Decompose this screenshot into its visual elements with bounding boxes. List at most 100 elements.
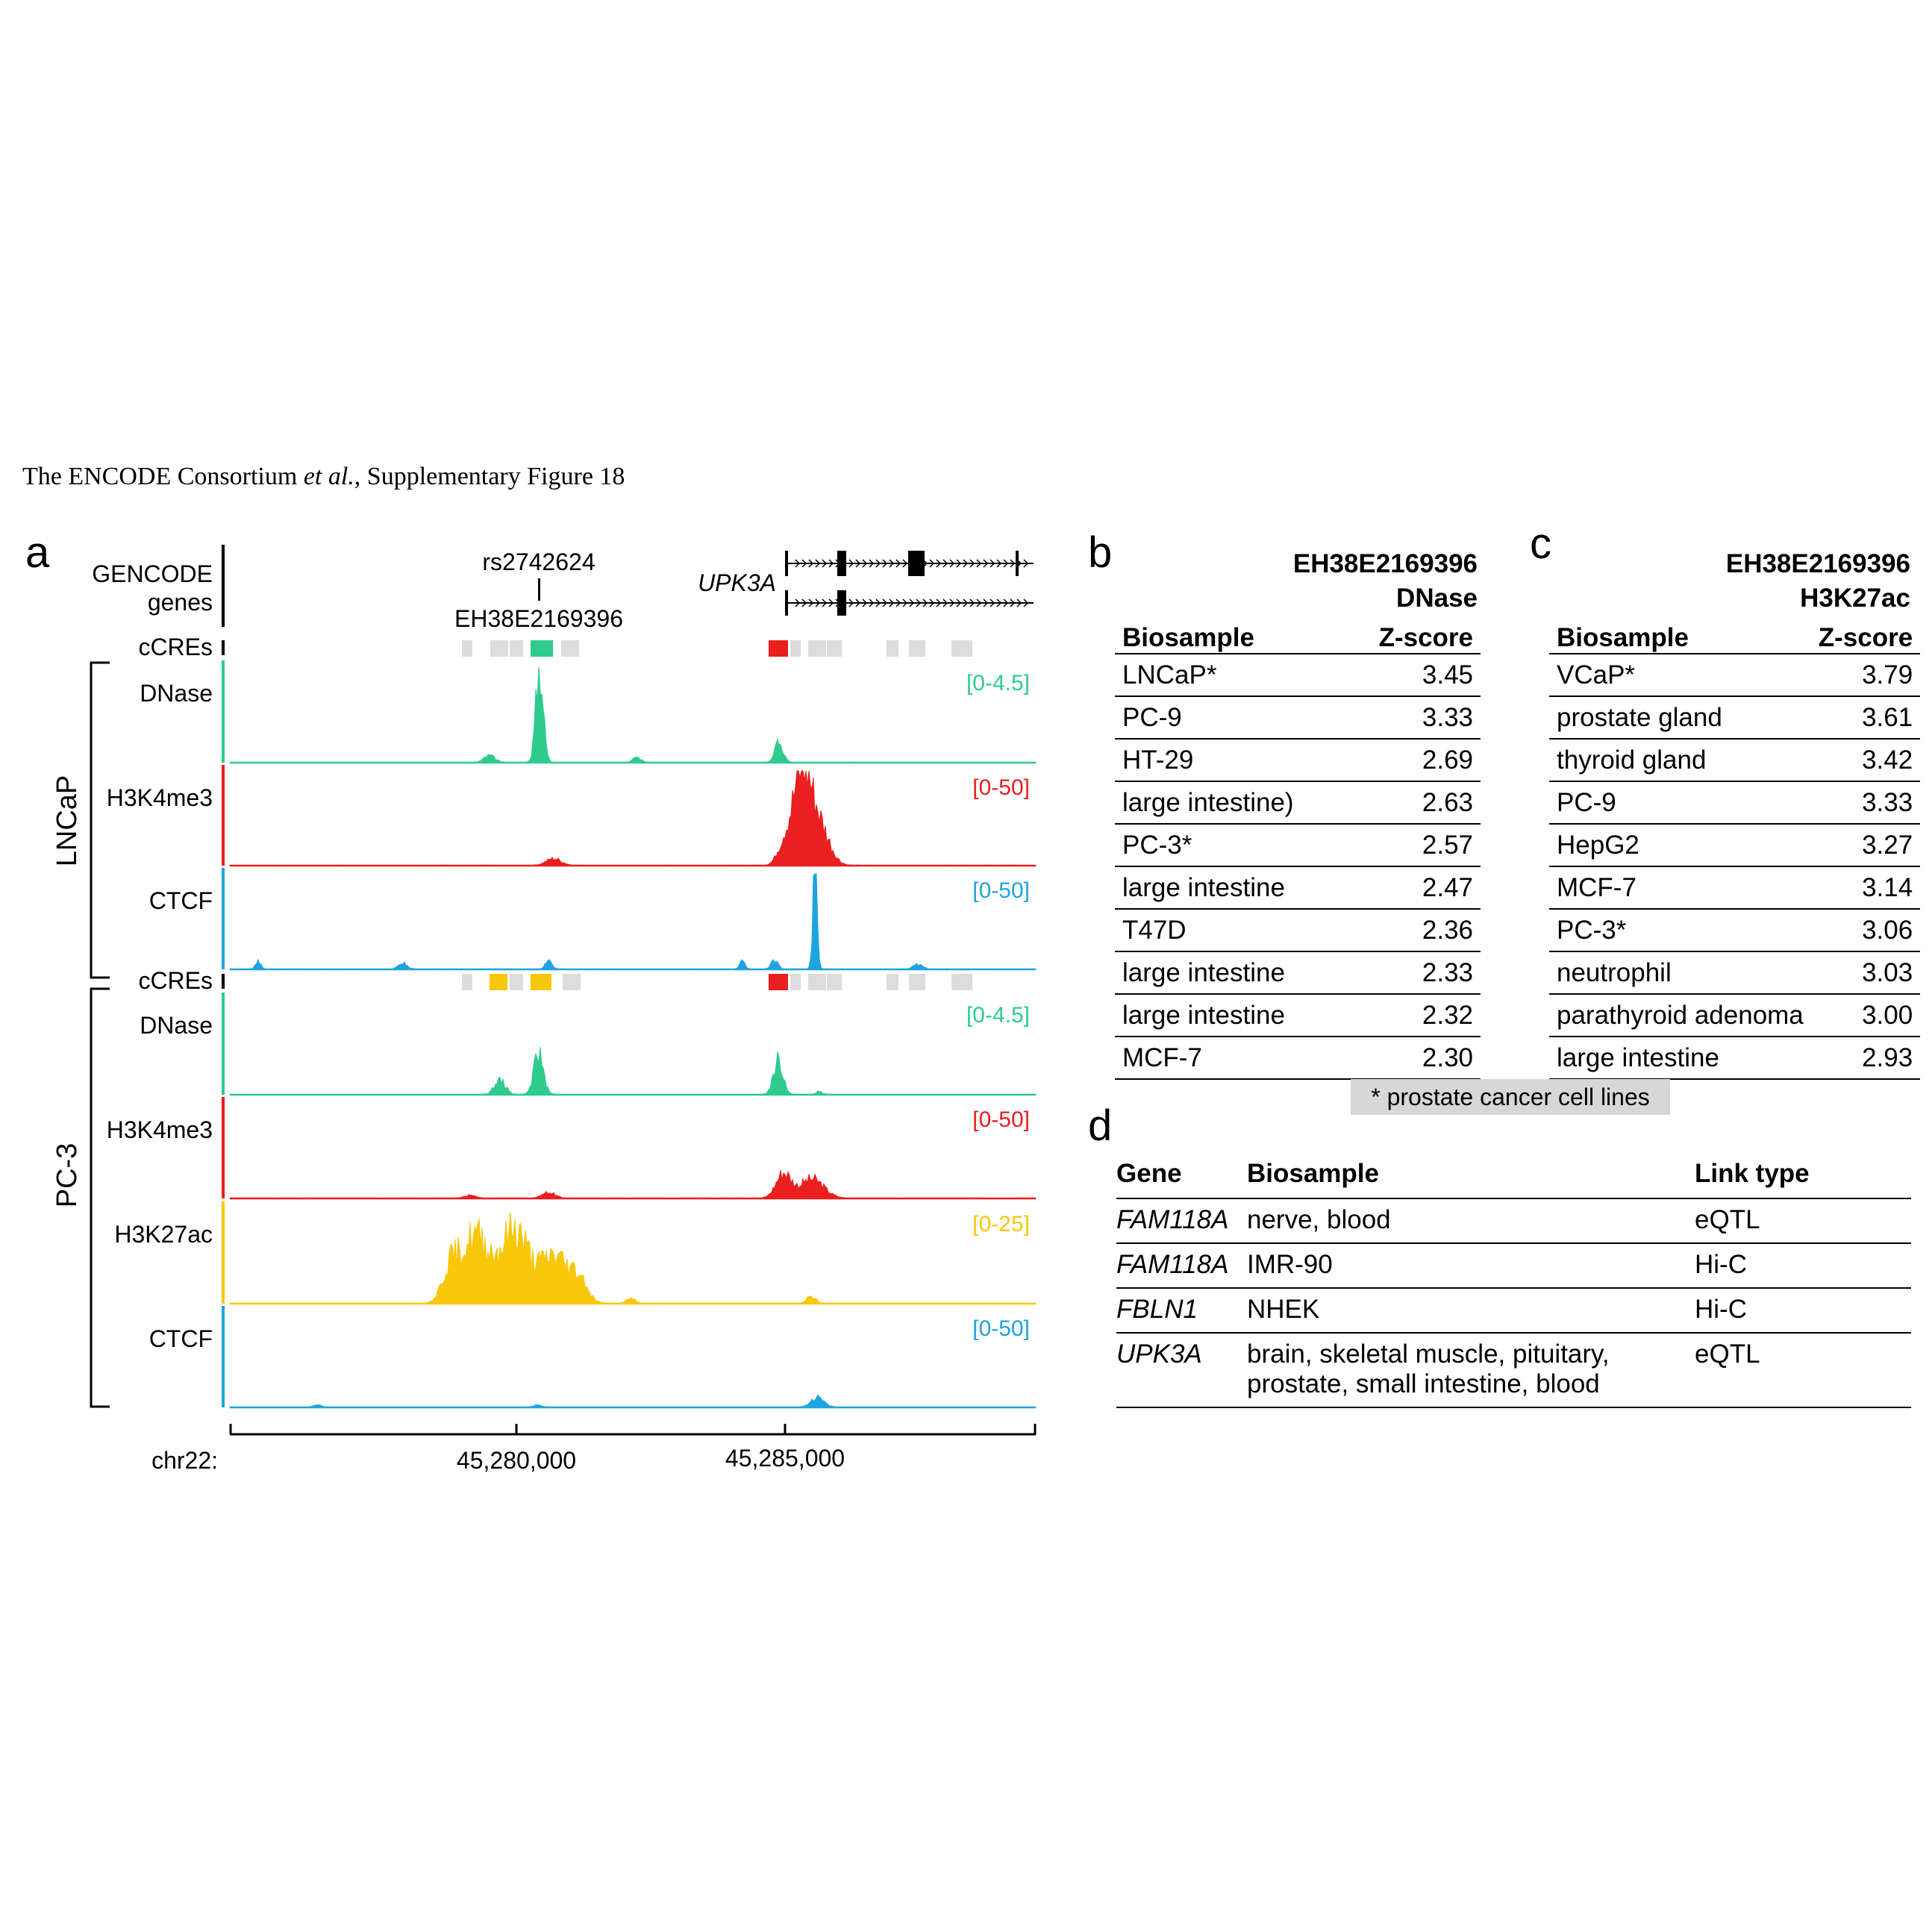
ccre-box	[827, 640, 842, 657]
table-d-col-biosample: Biosample	[1247, 1153, 1695, 1199]
gene-exon	[837, 551, 846, 576]
table-c-score-cell: 3.42	[1810, 739, 1921, 782]
genome-browser-panel: GENCODE genes rs2742624 EH38E2169396 UPK…	[51, 545, 1037, 1474]
ccre-track-label-lncap: cCREs	[138, 634, 213, 660]
track-lncap-ctcf: CTCF [0-50]	[149, 868, 1037, 971]
table-d-col-link: Link type	[1695, 1153, 1911, 1199]
table-b-biosample-cell: PC-9	[1115, 696, 1345, 740]
ccre-box	[561, 640, 579, 657]
table-c-score-cell: 3.79	[1810, 654, 1921, 697]
header-etal: et al.	[303, 463, 354, 490]
ccre-id-label: EH38E2169396	[454, 605, 623, 632]
ccre-box	[462, 640, 472, 657]
ccre-box	[462, 974, 472, 990]
ccre-box	[951, 974, 972, 990]
track-label: CTCF	[149, 887, 213, 914]
table-c-score-cell: 3.06	[1810, 909, 1921, 952]
ccre-box	[490, 974, 507, 990]
table-c-row: prostate gland 3.61	[1549, 696, 1921, 740]
signal-area	[229, 873, 1037, 970]
table-b-col-biosample: Biosample	[1115, 612, 1345, 654]
group-label-pc3: PC-3	[51, 1143, 83, 1208]
track-color-bar	[222, 660, 225, 763]
track-lncap-h3k4me3: H3K4me3 [0-50]	[107, 765, 1037, 867]
table-d-row: UPK3A brain, skeletal muscle, pituitary, …	[1116, 1333, 1911, 1408]
track-range: [0-50]	[972, 775, 1030, 800]
ccre-box	[790, 974, 801, 990]
track-color-bar	[222, 1097, 225, 1198]
table-c-biosample-cell: large intestine	[1549, 1037, 1811, 1080]
panel-b-letter: b	[1088, 528, 1113, 577]
table-c-score-cell: 3.00	[1810, 994, 1921, 1037]
table-c-biosample-cell: neutrophil	[1549, 951, 1811, 995]
table-d-link-cell: Hi-C	[1695, 1288, 1911, 1334]
table-b-row: large intestine) 2.63	[1115, 781, 1481, 825]
ccre-box	[827, 974, 842, 990]
gencode-label-2: genes	[148, 589, 213, 616]
gene-exon	[785, 551, 788, 576]
ccre-box	[909, 974, 925, 990]
track-label: DNase	[140, 680, 213, 707]
table-b-row: HT-29 2.69	[1115, 739, 1481, 782]
track-pc3-ctcf: CTCF [0-50]	[149, 1306, 1037, 1409]
signal-area	[229, 1212, 1037, 1304]
track-label: H3K27ac	[114, 1221, 213, 1248]
table-c-title-1: EH38E2169396	[1725, 549, 1910, 578]
ccre-row-lncap	[462, 640, 972, 657]
ccre-box	[909, 640, 925, 657]
signal-area	[229, 1170, 1037, 1199]
signal-tracks: DNase [0-4.5] H3K4me3 [0-50] CTCF [0-50] DNase…	[107, 660, 1037, 1409]
track-range: [0-25]	[972, 1212, 1030, 1237]
table-d: Gene Biosample Link type FAM118A nerve, b…	[1116, 1153, 1911, 1408]
gencode-label-1: GENCODE	[92, 560, 213, 587]
panel-a-letter: a	[25, 528, 50, 577]
table-c-score-cell: 3.33	[1810, 781, 1921, 825]
ccre-box	[510, 974, 523, 990]
table-b-score-cell: 2.69	[1345, 739, 1481, 782]
table-b-biosample-cell: large intestine	[1115, 866, 1345, 910]
table-b: Biosample Z-score LNCaP* 3.45 PC-9 3.33 HT-2…	[1115, 612, 1481, 1080]
track-range: [0-4.5]	[966, 671, 1030, 695]
track-pc3-h3k4me3: H3K4me3 [0-50]	[107, 1097, 1037, 1200]
table-c-biosample-cell: parathyroid adenoma	[1549, 994, 1811, 1037]
table-c-row: neutrophil 3.03	[1549, 951, 1921, 995]
table-c-biosample-cell: HepG2	[1549, 824, 1811, 867]
ccre-track-bar-pc3	[222, 974, 225, 989]
table-d-biosample-cell: nerve, blood	[1247, 1198, 1695, 1244]
ccre-track-label-pc3: cCREs	[138, 967, 213, 994]
table-c-row: large intestine 2.93	[1549, 1037, 1921, 1080]
panel-c-letter: c	[1530, 519, 1551, 568]
track-color-bar	[222, 868, 225, 969]
track-label: CTCF	[149, 1325, 213, 1352]
table-b-row: MCF-7 2.30	[1115, 1037, 1481, 1080]
table-b-score-cell: 2.63	[1345, 781, 1481, 825]
track-label: H3K4me3	[107, 784, 213, 811]
track-color-bar	[222, 1306, 225, 1407]
table-c-biosample-cell: VCaP*	[1549, 654, 1811, 697]
table-d-row: FBLN1 NHEK Hi-C	[1116, 1288, 1911, 1334]
axis-chrom-label: chr22:	[151, 1447, 218, 1474]
table-c-biosample-cell: MCF-7	[1549, 866, 1811, 910]
table-c-biosample-cell: thyroid gland	[1549, 739, 1811, 782]
table-c-col-biosample: Biosample	[1549, 612, 1811, 654]
gene-exon	[785, 590, 788, 616]
table-b-biosample-cell: T47D	[1115, 909, 1345, 952]
table-c-title-2: H3K27ac	[1800, 584, 1910, 613]
table-b-biosample-cell: large intestine)	[1115, 781, 1345, 825]
axis-tick-label-1: 45,280,000	[457, 1447, 576, 1474]
footnote-box: * prostate cancer cell lines	[1351, 1079, 1670, 1115]
signal-area	[229, 1046, 1037, 1095]
table-d-link-cell: eQTL	[1695, 1333, 1911, 1408]
table-b-score-cell: 2.33	[1345, 951, 1481, 995]
ccre-box	[510, 640, 523, 657]
table-d-biosample-cell: NHEK	[1247, 1288, 1695, 1334]
header-prefix: The ENCODE Consortium	[22, 463, 304, 490]
table-c: Biosample Z-score VCaP* 3.79 prostate glan…	[1549, 612, 1921, 1080]
track-label: DNase	[140, 1012, 213, 1039]
panel-d-letter: d	[1088, 1101, 1113, 1150]
table-b-score-cell: 3.45	[1345, 654, 1481, 697]
table-d-col-gene: Gene	[1116, 1153, 1247, 1199]
table-d-biosample-cell: IMR-90	[1247, 1243, 1695, 1289]
signal-area	[229, 770, 1037, 866]
table-b-score-cell: 2.32	[1345, 994, 1481, 1037]
